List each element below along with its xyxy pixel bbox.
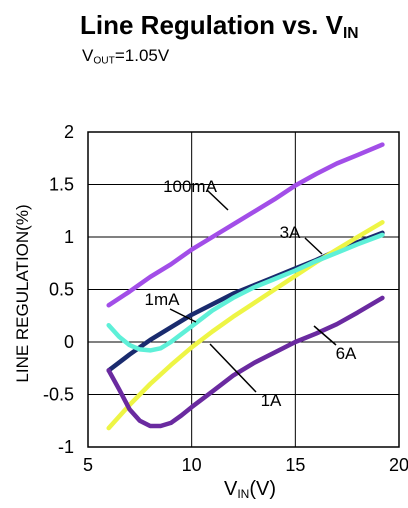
y-tick-label: 0: [64, 332, 74, 352]
annotation-leader-100mA: [206, 189, 229, 211]
y-tick-label: 1.5: [49, 175, 74, 195]
annotation-leader-3A: [304, 237, 323, 255]
y-tick-label: 0.5: [49, 280, 74, 300]
chart-title: Line Regulation vs. VIN: [80, 10, 359, 43]
x-axis-label-main: V: [223, 478, 238, 500]
annotation-label-100mA: 100mA: [163, 177, 218, 196]
y-tick-label: -0.5: [43, 385, 74, 405]
x-tick-label: 20: [389, 455, 408, 475]
y-tick-label: 1: [64, 227, 74, 247]
series-line-100mA: [106, 142, 385, 308]
annotation-label-6A: 6A: [336, 344, 357, 363]
chart-subtitle-rest: =1.05V: [114, 46, 170, 65]
plot-frame: [87, 131, 400, 448]
y-axis-label: LINE REGULATION(%): [13, 204, 32, 382]
annotation-label-1mA: 1mA: [145, 290, 181, 309]
chart-subtitle-sub: OUT: [93, 55, 115, 67]
y-tick-label: -1: [58, 437, 74, 457]
y-tick-label: 2: [64, 122, 74, 142]
x-axis-label-rest: (V): [249, 478, 276, 500]
series-line-1A: [106, 220, 385, 431]
chart-subtitle-main: V: [82, 46, 94, 65]
series-line-6A: [106, 295, 385, 429]
annotation-label-3A: 3A: [280, 223, 301, 242]
series-line-1mA: [106, 232, 385, 353]
x-tick-label: 10: [182, 455, 202, 475]
annotation-label-1A: 1A: [261, 391, 282, 410]
x-tick-label: 5: [83, 455, 93, 475]
chart-title-main: Line Regulation vs. V: [80, 10, 343, 40]
annotation-leader-6A: [313, 325, 337, 346]
chart-title-sub: IN: [342, 24, 359, 42]
annotation-leader-1A: [209, 343, 257, 393]
annotation-leader-1mA: [169, 308, 197, 323]
x-tick-label: 15: [285, 455, 305, 475]
x-axis-label: VIN(V): [0, 478, 408, 501]
x-axis-label-sub: IN: [237, 487, 250, 501]
chart-subtitle: VOUT=1.05V: [82, 46, 169, 67]
